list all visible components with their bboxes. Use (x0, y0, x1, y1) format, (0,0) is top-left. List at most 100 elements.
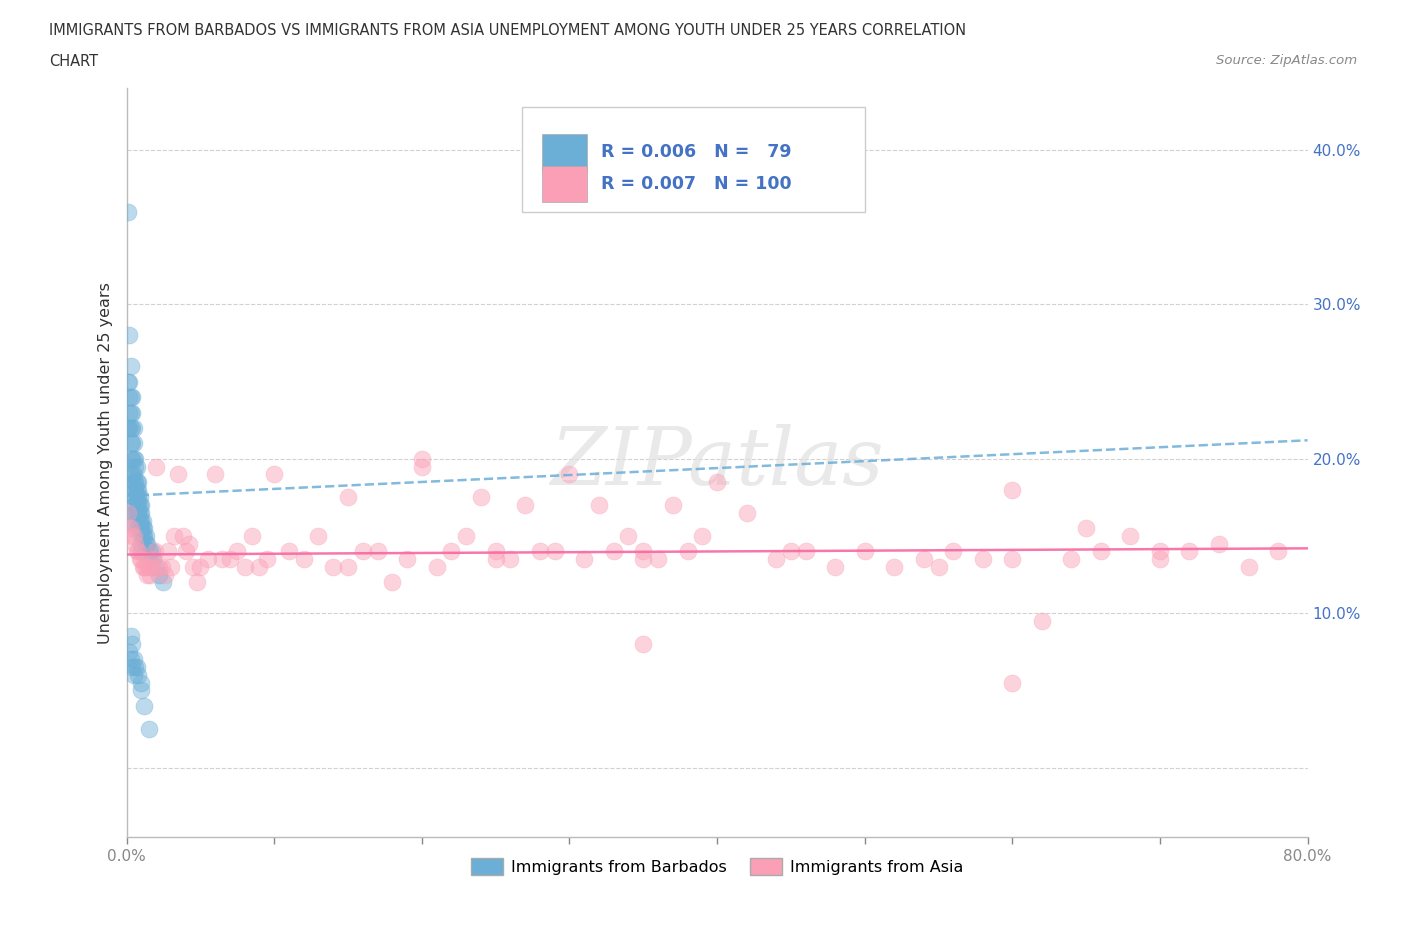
Point (1237, 560, 1260, 575)
Text: CHART: CHART (49, 54, 98, 69)
Point (135, 560, 157, 575)
Point (132, 513, 155, 528)
Point (117, 513, 139, 528)
Point (127, 668, 149, 683)
Point (188, 560, 212, 575)
Point (148, 560, 170, 575)
Point (143, 544, 166, 559)
Point (150, 560, 173, 575)
Point (138, 544, 160, 559)
Point (337, 490, 360, 505)
Bar (543, 134, 588, 169)
Point (142, 551, 165, 566)
Point (122, 420, 145, 435)
Point (122, 467, 145, 482)
Point (145, 560, 167, 575)
Point (128, 505, 150, 520)
Point (120, 436, 142, 451)
Point (411, 459, 433, 474)
Point (1001, 483, 1024, 498)
Point (1060, 551, 1083, 566)
Point (352, 544, 374, 559)
Point (574, 551, 596, 566)
Text: IMMIGRANTS FROM BARBADOS VS IMMIGRANTS FROM ASIA UNEMPLOYMENT AMONG YOUTH UNDER : IMMIGRANTS FROM BARBADOS VS IMMIGRANTS F… (49, 23, 966, 38)
Point (256, 551, 278, 566)
Point (172, 528, 194, 543)
Point (124, 537, 146, 551)
Point (120, 629, 142, 644)
Point (163, 528, 186, 543)
FancyBboxPatch shape (522, 107, 865, 212)
Point (662, 498, 685, 512)
Point (129, 683, 153, 698)
Point (1076, 521, 1098, 536)
Point (396, 551, 419, 566)
Point (322, 560, 344, 575)
Point (456, 528, 478, 543)
Point (127, 474, 149, 489)
Point (197, 551, 219, 566)
Point (135, 537, 157, 551)
Text: R = 0.006   N =   79: R = 0.006 N = 79 (602, 142, 792, 161)
Point (1090, 544, 1112, 559)
Point (765, 551, 787, 566)
Point (142, 551, 165, 566)
Point (152, 575, 174, 590)
Point (129, 521, 153, 536)
Point (132, 528, 155, 543)
Point (853, 544, 876, 559)
Point (308, 528, 330, 543)
Point (134, 521, 156, 536)
Text: R = 0.007   N = 100: R = 0.007 N = 100 (602, 175, 792, 193)
Point (125, 459, 148, 474)
Point (912, 551, 935, 566)
Point (411, 451, 433, 466)
Point (1119, 528, 1142, 543)
Point (127, 505, 149, 520)
Point (124, 451, 146, 466)
Bar (543, 166, 588, 202)
Point (127, 490, 149, 505)
Point (129, 513, 153, 528)
Point (124, 490, 146, 505)
Point (1208, 537, 1230, 551)
Point (156, 544, 179, 559)
Point (129, 528, 153, 543)
Point (120, 521, 142, 536)
Point (484, 551, 508, 566)
Point (121, 528, 143, 543)
Point (118, 390, 141, 405)
Point (128, 521, 150, 536)
Point (118, 374, 141, 389)
Point (121, 451, 143, 466)
Point (125, 513, 148, 528)
Point (118, 420, 141, 435)
Point (117, 374, 139, 389)
Point (824, 560, 846, 575)
Point (186, 575, 208, 590)
Point (136, 567, 159, 582)
Point (1178, 544, 1201, 559)
Point (211, 551, 233, 566)
Point (367, 544, 389, 559)
Point (138, 722, 160, 737)
Point (515, 498, 537, 512)
Point (127, 483, 149, 498)
Point (381, 575, 404, 590)
Point (617, 528, 640, 543)
Point (529, 544, 551, 559)
Point (125, 483, 148, 498)
Point (440, 544, 463, 559)
Point (942, 544, 965, 559)
Point (167, 467, 190, 482)
Point (121, 474, 143, 489)
Point (127, 498, 149, 512)
Text: ZIPatlas: ZIPatlas (550, 424, 884, 501)
Point (780, 544, 803, 559)
Point (129, 505, 153, 520)
Point (470, 490, 492, 505)
Point (484, 544, 508, 559)
Point (928, 560, 950, 575)
Point (181, 560, 204, 575)
Point (129, 551, 153, 566)
